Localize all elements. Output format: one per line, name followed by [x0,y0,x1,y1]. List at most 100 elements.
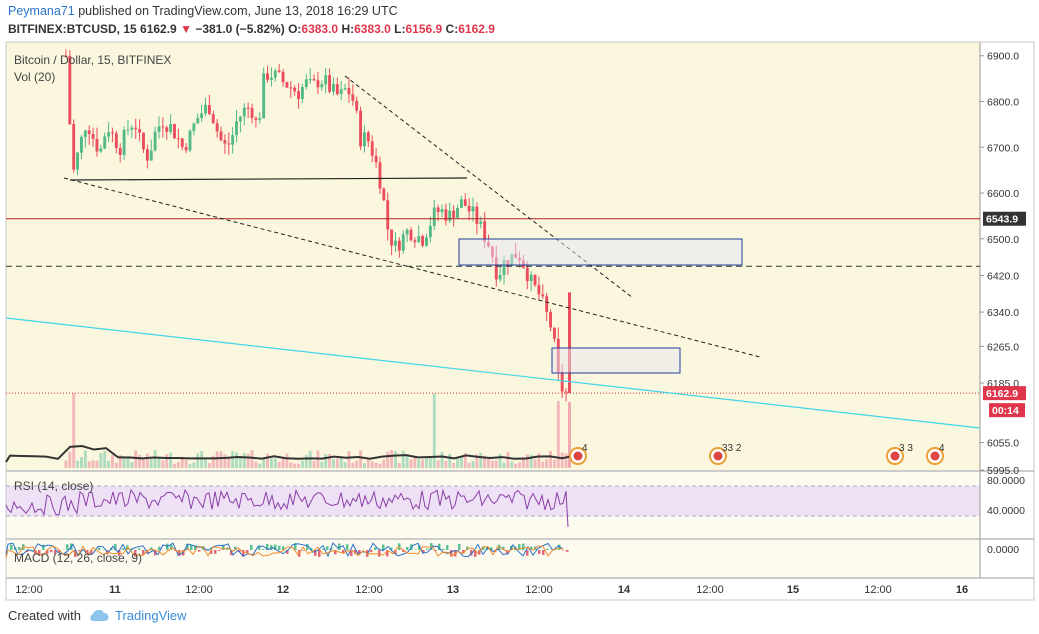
volume-bar [339,456,343,468]
volume-bar [285,453,289,468]
volume-bar [452,463,456,468]
macd-histogram-bar [522,543,525,550]
macd-histogram-bar [458,543,461,550]
volume-bar [289,462,293,468]
candle [215,123,219,132]
volume-bar [347,451,351,468]
volume-bar [490,460,494,468]
volume-bar [223,454,227,468]
macd-histogram-bar [246,550,249,554]
volume-ma-line [5,445,575,463]
symbol-info: BITFINEX:BTCUSD, 15 6162.9 ▼ −381.0 (−5.… [8,22,495,36]
macd-histogram-bar [414,549,417,550]
macd-histogram-bar [470,550,473,556]
macd-histogram-bar [10,544,13,550]
volume-bar [262,458,266,468]
volume-bar [498,453,502,468]
tradingview-link[interactable]: TradingView [114,608,187,623]
candle [312,79,316,81]
publisher-link[interactable]: Peymana71 [8,4,75,18]
candle [126,129,130,131]
open-value: 6383.0 [301,22,339,36]
macd-histogram-bar [342,550,345,554]
macd-histogram-bar [130,548,133,550]
candle [316,80,320,88]
macd-histogram-bar [318,550,321,557]
price-tick-label: 6500.0 [987,234,1019,246]
candle [211,114,215,124]
volume-bar [320,461,324,468]
candle [173,124,176,139]
volume-bar [537,453,541,468]
candle [207,104,211,115]
candle [297,91,300,99]
volume-bar [91,460,95,468]
macd-histogram-bar [394,550,397,555]
low-label: L: [394,22,406,36]
publish-info: Peymana71 published on TradingView.com, … [8,4,398,18]
volume-bar [494,460,498,468]
volume-bar [149,458,153,468]
macd-histogram-bar [378,550,381,557]
price-tag-last [983,386,1026,401]
candle [374,155,378,163]
volume-bar [173,463,176,468]
macd-histogram-bar [174,550,177,551]
open-label: O: [288,22,302,36]
volume-bar [242,453,246,468]
time-tick-label: 12:00 [525,584,553,596]
macd-histogram-bar [482,546,485,550]
candle [483,221,487,242]
time-tick-label: 12:00 [15,584,43,596]
macd-label: MACD (12, 26, close, 9) [14,551,142,565]
volume-bar [180,457,184,468]
macd-histogram-bar [134,550,137,557]
volume-bar [541,461,545,468]
candle [91,134,95,139]
macd-histogram-bar [98,547,101,550]
macd-histogram-bar [194,545,197,550]
macd-histogram-bar [350,550,353,557]
candle [428,225,432,238]
macd-histogram-bar [306,544,309,550]
volume-bar [134,450,138,468]
volume-bar [308,450,312,468]
macd-histogram-bar [330,548,333,550]
candle [463,199,467,206]
chart-title: Bitcoin / Dollar, 15, BITFINEX [14,53,171,67]
macd-histogram-bar [242,550,245,557]
candle [541,294,545,297]
volume-bar [211,455,215,468]
volume-bar [394,451,397,468]
candle [273,70,277,78]
event-flag-icon [930,451,940,461]
time-tick-label: 13 [447,584,459,596]
time-tick-label: 12:00 [696,584,724,596]
candle [285,82,289,88]
macd-histogram-bar [214,550,217,554]
candle [347,88,351,95]
volume-bar [549,451,552,468]
volume-bar [386,451,390,468]
volume-bar [114,462,118,468]
candle [413,240,417,243]
volume-bar [370,460,374,468]
candle [304,79,308,87]
macd-histogram-bar [78,550,81,552]
candle [242,107,246,117]
candle [149,150,153,161]
macd-histogram-bar [138,548,141,550]
macd-axis-label: 0.0000 [987,544,1019,556]
event-count: 3 3 [899,443,913,454]
macd-histogram-bar [18,546,21,550]
time-tick-label: 12:00 [355,584,383,596]
support-trendline [69,177,468,181]
volume-bar [564,453,568,468]
volume-bar [366,459,370,468]
volume-label: Vol (20) [14,70,55,84]
candle [394,240,397,246]
candle [87,130,91,135]
candle [467,205,471,212]
macd-histogram-bar [398,543,401,550]
